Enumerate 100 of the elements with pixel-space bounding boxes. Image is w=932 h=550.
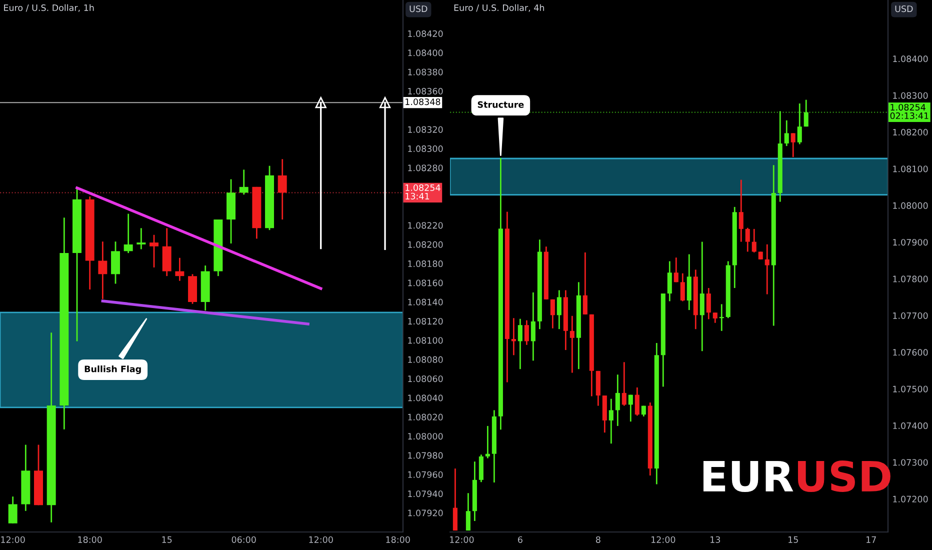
candlestick	[98, 240, 108, 300]
candlestick	[608, 398, 614, 444]
candlestick	[518, 318, 522, 370]
y-tick-label: 1.07200	[893, 496, 928, 502]
chart-title: Euro / U.S. Dollar, 4h	[454, 4, 544, 12]
ref-line-label: 1.08254 13:41	[406, 184, 440, 200]
candlestick	[556, 290, 562, 330]
y-tick-label: 1.07920	[408, 510, 443, 516]
candlestick	[738, 179, 744, 242]
candlestick	[124, 213, 133, 254]
candlestick	[150, 234, 159, 268]
candlestick	[764, 244, 770, 295]
x-tick-label: 8	[596, 536, 600, 543]
text: EURUSD	[703, 460, 890, 492]
y-tick-label: 1.08360	[408, 88, 443, 95]
chart-title: Euro / U.S. Dollar, 1h	[4, 4, 94, 12]
x-tick-label: 12:00	[450, 536, 474, 543]
y-tick-label: 1.07960	[408, 471, 443, 478]
y-tick-label: 1.08000	[893, 202, 928, 209]
candlestick	[700, 241, 704, 352]
y-tick-label: 1.08180	[408, 260, 443, 268]
y-tick-label: 1.07400	[893, 422, 928, 430]
y-tick-label: 1.08300	[893, 92, 928, 99]
candlestick	[686, 254, 692, 311]
y-tick-label: 1.08380	[408, 68, 443, 76]
x-tick-label: 12:00	[309, 536, 333, 543]
y-tick-label: 1.07600	[893, 349, 928, 356]
candlestick	[628, 394, 633, 422]
annotation: Bullish Flag	[84, 365, 141, 374]
x-tick-label: 13	[710, 536, 720, 543]
y-tick-label: 1.07300	[893, 459, 928, 466]
y-tick-label: 1.07700	[893, 312, 928, 319]
y-tick-label: 1.08140	[408, 298, 443, 306]
candlestick	[667, 260, 672, 302]
y-tick-label: 1.08320	[408, 126, 443, 133]
y-tick-label: 1.08020	[408, 414, 443, 420]
y-tick-label: 1.08280	[408, 164, 443, 172]
y-tick-label: 1.07980	[408, 452, 443, 459]
y-axis-title: USD	[895, 5, 913, 12]
candlestick	[784, 120, 789, 147]
y-tick-label: 1.08100	[408, 337, 443, 344]
x-tick-label: 12:00	[1, 536, 25, 543]
x-tick-label: 18:00	[78, 536, 102, 543]
candlestick	[478, 454, 484, 483]
y-tick-label: 1.07800	[893, 276, 928, 282]
candlestick	[622, 361, 626, 406]
candlestick	[790, 132, 796, 158]
candlestick	[511, 317, 516, 356]
candlestick	[745, 227, 750, 252]
y-tick-label: 1.08120	[408, 318, 443, 325]
y-tick-label: 1.07500	[893, 386, 928, 392]
candlestick	[466, 492, 470, 532]
y-tick-label: 1.08080	[408, 356, 443, 363]
candlestick	[615, 374, 620, 427]
candlestick	[452, 468, 458, 532]
candlestick	[634, 386, 640, 416]
candlestick	[752, 228, 756, 254]
candlestick	[524, 320, 529, 346]
candlestick	[804, 99, 808, 128]
candlestick	[485, 425, 490, 459]
y-tick-label: 1.08200	[408, 241, 443, 248]
candlestick	[111, 240, 120, 284]
y-tick-label: 1.08400	[893, 56, 928, 62]
candlestick	[175, 257, 184, 282]
y-tick-label: 1.08220	[408, 222, 443, 229]
candlestick	[706, 287, 711, 320]
y-tick-label: 1.08040	[408, 394, 443, 402]
x-tick-label: 18:00	[386, 536, 410, 543]
x-tick-label: 15	[788, 536, 798, 543]
ref-line-label: 1.08254 02:13:41	[890, 104, 928, 120]
candlestick	[680, 272, 685, 302]
candlestick	[582, 252, 588, 316]
y-tick-label: 1.07940	[408, 490, 443, 498]
candlestick	[278, 158, 287, 220]
x-tick-label: 12:00	[652, 536, 676, 543]
y-tick-label: 1.08300	[408, 145, 443, 152]
x-tick-label: 6	[518, 536, 522, 543]
ref-line-label: 1.08348	[406, 98, 440, 106]
candlestick	[136, 227, 146, 250]
candlestick	[712, 312, 718, 324]
y-tick-label: 1.08100	[893, 166, 928, 172]
y-tick-label: 1.08160	[408, 280, 443, 286]
x-tick-label: 15	[162, 536, 172, 543]
candlestick	[530, 292, 536, 362]
annotation: Structure	[478, 101, 524, 108]
y-tick-label: 1.08000	[408, 432, 443, 440]
y-tick-label: 1.08200	[893, 128, 928, 136]
y-tick-label: 1.08400	[408, 50, 443, 56]
x-tick-label: 06:00	[232, 536, 256, 543]
candlestick	[8, 496, 18, 524]
y-tick-label: 1.07900	[893, 238, 928, 246]
candlestick	[674, 256, 678, 283]
candlestick	[719, 303, 724, 332]
candlestick	[797, 102, 802, 145]
candlestick	[550, 298, 555, 330]
y-tick-label: 1.08420	[408, 30, 443, 37]
y-axis-title: USD	[410, 5, 428, 12]
candlestick	[570, 315, 574, 374]
x-tick-label: 17	[866, 536, 876, 543]
candlestick	[239, 168, 248, 196]
